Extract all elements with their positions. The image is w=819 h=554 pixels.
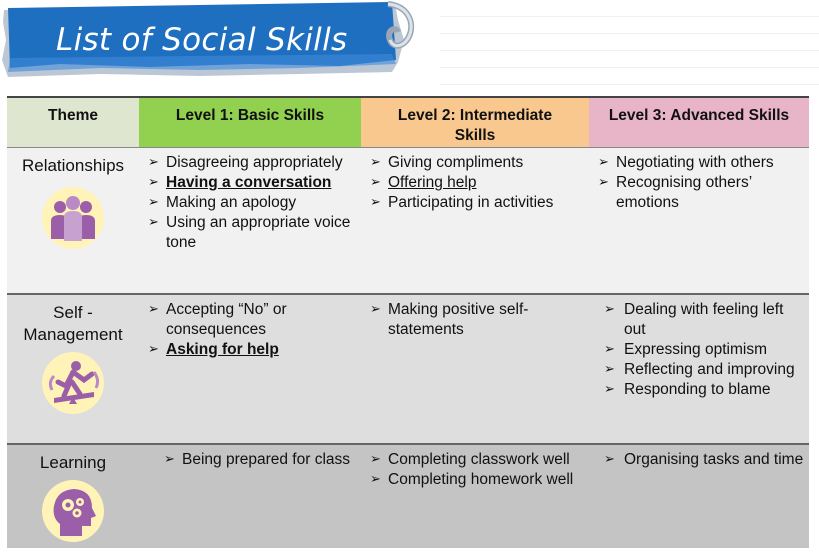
table-row: Relationships Disagreeing appropriately … xyxy=(7,147,809,295)
cell-level3: Dealing with feeling left out Expressing… xyxy=(589,293,809,445)
list-item: Being prepared for class xyxy=(156,450,360,470)
list-item: Disagreeing appropriately xyxy=(140,153,360,173)
cell-level1: Being prepared for class xyxy=(139,444,361,548)
title-banner: List of Social Skills xyxy=(0,0,430,84)
skill-list: Completing classwork well Completing hom… xyxy=(362,450,588,490)
header-level1: Level 1: Basic Skills xyxy=(139,96,361,148)
theme-cell-learning: Learning xyxy=(7,444,139,548)
header-level2-line2: Skills xyxy=(454,127,496,144)
torn-paper-banner xyxy=(2,1,415,77)
cell-level2: Making positive self-statements xyxy=(361,293,589,445)
cell-level3: Negotiating with others Recognising othe… xyxy=(589,147,809,295)
background-lines xyxy=(440,0,819,96)
list-item: Offering help xyxy=(362,173,588,193)
list-item: Asking for help xyxy=(140,340,360,360)
skill-list: Organising tasks and time xyxy=(590,450,808,470)
list-item: Having a conversation xyxy=(140,173,360,193)
cell-level2: Giving compliments Offering help Partici… xyxy=(361,147,589,295)
theme-label: Relationships xyxy=(21,156,125,175)
list-item: Responding to blame xyxy=(590,380,808,400)
balance-person-icon xyxy=(42,351,104,414)
table-row: Self - Management Accepting “No” or cons… xyxy=(7,293,809,445)
list-item: Dealing with feeling left out xyxy=(590,300,808,340)
head-gears-icon xyxy=(42,479,104,542)
list-item: Recognising others’ emotions xyxy=(590,173,808,213)
cell-level1: Disagreeing appropriately Having a conve… xyxy=(139,147,361,295)
cell-level2: Completing classwork well Completing hom… xyxy=(361,444,589,548)
list-item: Expressing optimism xyxy=(590,340,808,360)
list-item: Participating in activities xyxy=(362,193,588,213)
list-item: Negotiating with others xyxy=(590,153,808,173)
list-item: Organising tasks and time xyxy=(590,450,808,470)
theme-label-line2: Management xyxy=(23,324,123,344)
header-level2: Level 2: Intermediate Skills xyxy=(361,96,589,148)
people-group-icon xyxy=(42,187,104,249)
skill-list: Negotiating with others Recognising othe… xyxy=(590,153,808,213)
table-header-row: Theme Level 1: Basic Skills Level 2: Int… xyxy=(7,96,809,148)
skill-list: Giving compliments Offering help Partici… xyxy=(362,153,588,213)
page-title: List of Social Skills xyxy=(56,22,348,58)
table-row: Learning Being prepared for class xyxy=(7,443,809,548)
header-level2-line1: Level 2: Intermediate xyxy=(397,107,553,124)
cell-level3: Organising tasks and time xyxy=(589,444,809,548)
list-item: Using an appropriate voice tone xyxy=(140,213,360,253)
list-item: Making positive self-statements xyxy=(362,300,588,340)
cell-level1: Accepting “No” or consequences Asking fo… xyxy=(139,293,361,445)
theme-cell-relationships: Relationships xyxy=(7,147,139,295)
social-skills-table: Theme Level 1: Basic Skills Level 2: Int… xyxy=(7,96,809,548)
theme-label: Learning xyxy=(39,452,107,472)
list-item: Completing homework well xyxy=(362,470,588,490)
header-theme: Theme xyxy=(7,96,139,148)
list-item: Giving compliments xyxy=(362,153,588,173)
theme-label-line1: Self - xyxy=(53,302,93,322)
skill-list: Dealing with feeling left out Expressing… xyxy=(590,300,808,400)
list-item: Completing classwork well xyxy=(362,450,588,470)
skill-list: Accepting “No” or consequences Asking fo… xyxy=(140,300,360,360)
skill-list: Making positive self-statements xyxy=(362,300,588,340)
list-item: Reflecting and improving xyxy=(590,360,808,380)
theme-cell-self-management: Self - Management xyxy=(7,293,139,445)
skill-list: Disagreeing appropriately Having a conve… xyxy=(140,153,360,253)
header-level3: Level 3: Advanced Skills xyxy=(589,96,809,148)
list-item: Accepting “No” or consequences xyxy=(140,300,360,340)
skill-list: Being prepared for class xyxy=(140,450,360,470)
list-item: Making an apology xyxy=(140,193,360,213)
theme-label: Self - Management xyxy=(8,296,138,346)
list-item-text: Offering help xyxy=(388,174,477,191)
